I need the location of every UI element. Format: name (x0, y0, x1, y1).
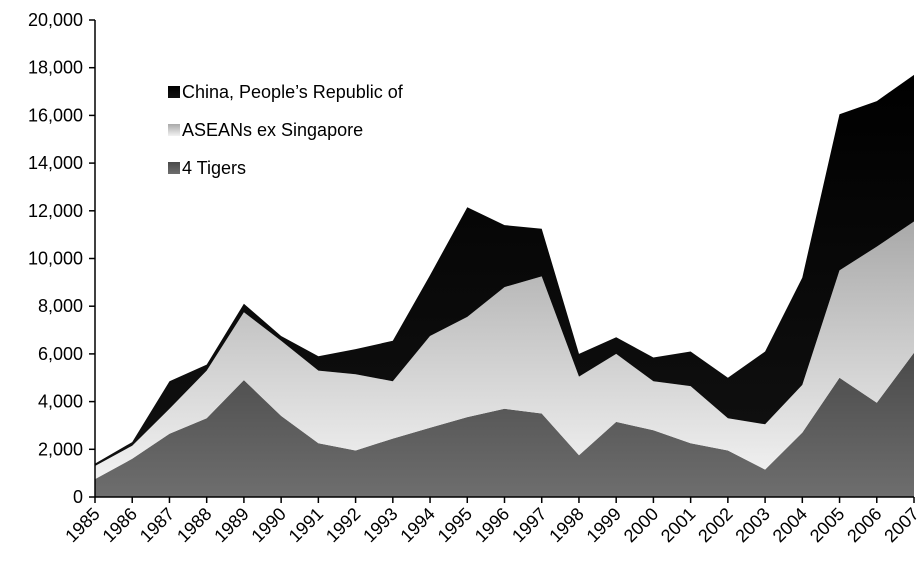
x-tick-label: 1995 (434, 504, 476, 546)
x-tick-label: 1988 (173, 504, 215, 546)
x-tick-label: 1993 (359, 504, 401, 546)
x-tick-label: 2000 (620, 504, 662, 546)
y-tick-label: 6,000 (38, 344, 83, 364)
x-tick-label: 2007 (880, 504, 919, 546)
legend-label-china-people-s-republic-of: China, People’s Republic of (182, 82, 404, 102)
x-tick-label: 1994 (396, 504, 438, 546)
y-tick-label: 18,000 (28, 58, 83, 78)
legend-swatch-4-tigers (168, 162, 180, 174)
y-tick-label: 2,000 (38, 439, 83, 459)
y-tick-label: 0 (73, 487, 83, 507)
y-tick-label: 8,000 (38, 296, 83, 316)
x-tick-label: 2002 (694, 504, 736, 546)
legend-swatch-china-people-s-republic-of (168, 86, 180, 98)
x-tick-label: 1997 (508, 504, 550, 546)
x-tick-label: 1998 (545, 504, 587, 546)
x-tick-label: 2005 (806, 504, 848, 546)
y-tick-label: 10,000 (28, 249, 83, 269)
x-tick-label: 1990 (248, 504, 290, 546)
area-china-people-s-republic-of (95, 74, 914, 467)
area-aseans-ex-singapore (95, 221, 914, 480)
area-layers (95, 74, 914, 497)
y-tick-label: 12,000 (28, 201, 83, 221)
y-tick-label: 4,000 (38, 392, 83, 412)
x-tick-label: 1987 (136, 504, 178, 546)
legend: China, People’s Republic of ASEANs ex Sin… (168, 82, 404, 178)
y-tick-label: 16,000 (28, 105, 83, 125)
x-tick-label: 2004 (769, 504, 811, 546)
x-tick-label: 2001 (657, 504, 699, 546)
x-tick-label: 2003 (731, 504, 773, 546)
x-tick-label: 1996 (471, 504, 513, 546)
x-tick-label: 2006 (843, 504, 885, 546)
x-tick-label: 1991 (285, 504, 327, 546)
x-tick-label: 1992 (322, 504, 364, 546)
y-tick-label: 20,000 (28, 10, 83, 30)
legend-swatch-aseans-ex-singapore (168, 124, 180, 136)
x-tick-label: 1989 (210, 504, 252, 546)
x-tick-label: 1999 (583, 504, 625, 546)
legend-label-4-tigers: 4 Tigers (182, 158, 246, 178)
y-tick-label: 14,000 (28, 153, 83, 173)
x-tick-label: 1986 (99, 504, 141, 546)
legend-label-aseans-ex-singapore: ASEANs ex Singapore (182, 120, 363, 140)
area-4-tigers (95, 352, 914, 497)
x-tick-label: 1985 (61, 504, 103, 546)
